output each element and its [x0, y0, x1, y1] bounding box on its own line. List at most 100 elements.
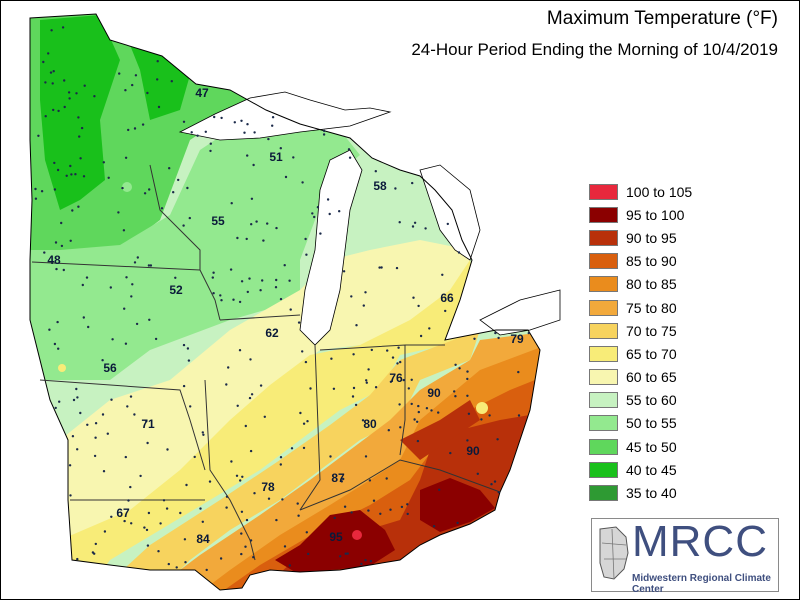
station-dot	[322, 133, 326, 136]
legend-swatch	[589, 183, 618, 200]
station-dot	[94, 422, 98, 425]
station-dot	[466, 394, 469, 397]
value-label: 78	[261, 480, 275, 494]
station-dot	[124, 342, 128, 345]
cool-spot	[476, 402, 488, 414]
station-dot	[517, 370, 520, 374]
value-label: 48	[47, 253, 61, 267]
station-dot	[406, 512, 409, 516]
station-dot	[230, 460, 233, 463]
station-dot	[329, 455, 332, 458]
station-dot	[240, 532, 243, 535]
station-dot	[157, 550, 160, 553]
legend: 100 to 105 95 to 100 90 to 95 85 to 90 80 to…	[589, 180, 692, 505]
station-dot	[86, 423, 89, 426]
station-dot	[229, 268, 233, 271]
station-dot	[174, 276, 177, 279]
station-dot	[241, 475, 244, 478]
station-dot	[212, 271, 215, 274]
station-dot	[253, 492, 256, 495]
station-dot	[143, 192, 147, 195]
station-dot	[305, 253, 308, 256]
legend-item: 45 to 50	[589, 435, 692, 458]
station-dot	[517, 414, 521, 417]
value-label: 55	[211, 214, 225, 228]
station-dot	[57, 109, 60, 113]
station-dot	[378, 266, 381, 269]
station-dot	[53, 188, 57, 191]
station-dot	[245, 237, 248, 241]
station-dot	[304, 237, 307, 241]
station-dot	[283, 264, 286, 267]
station-dot	[93, 454, 97, 458]
station-dot	[262, 239, 265, 242]
legend-item: 100 to 105	[589, 180, 692, 203]
legend-label: 65 to 70	[626, 345, 677, 362]
station-dot	[458, 367, 461, 370]
station-dot	[94, 542, 98, 546]
station-dot	[424, 227, 427, 230]
station-dot	[69, 164, 72, 168]
station-dots	[34, 26, 530, 572]
station-dot	[131, 283, 134, 286]
station-dot	[240, 510, 244, 513]
station-dot	[141, 123, 145, 126]
station-dot	[146, 441, 149, 445]
station-dot	[56, 320, 59, 324]
station-dot	[154, 337, 158, 341]
station-dot	[175, 566, 178, 569]
station-dot	[438, 488, 441, 491]
station-dot	[292, 156, 295, 159]
value-label: 71	[141, 417, 155, 431]
legend-item: 85 to 90	[589, 250, 692, 273]
station-dot	[232, 298, 235, 301]
station-dot	[372, 499, 376, 502]
station-dot	[402, 378, 405, 382]
station-dot	[428, 327, 431, 330]
station-dot	[267, 137, 270, 141]
station-dot	[83, 84, 86, 87]
value-label: 56	[103, 361, 117, 375]
zone-65-70	[40, 260, 480, 590]
station-dot	[75, 387, 78, 391]
value-label: 62	[265, 326, 279, 340]
station-dot	[37, 134, 40, 137]
station-dot	[290, 447, 294, 450]
station-dot	[249, 539, 253, 542]
station-dot	[238, 349, 242, 352]
station-dot	[160, 207, 164, 210]
station-dot	[42, 60, 45, 64]
station-dot	[157, 105, 161, 109]
station-dot	[271, 116, 275, 119]
station-dot	[166, 448, 169, 451]
station-dot	[103, 530, 107, 533]
station-dot	[145, 528, 149, 532]
zone-90-95-b	[400, 400, 480, 460]
station-dot	[362, 304, 365, 307]
station-dot	[274, 286, 278, 289]
station-dot	[319, 232, 322, 235]
legend-item: 75 to 80	[589, 296, 692, 319]
legend-swatch	[589, 345, 618, 362]
station-dot	[54, 241, 58, 244]
station-dot	[182, 384, 186, 388]
legend-swatch	[589, 253, 618, 270]
station-dot	[299, 411, 302, 415]
station-dot	[259, 384, 263, 387]
station-dot	[186, 347, 190, 350]
station-dot	[374, 386, 378, 389]
station-dot	[188, 216, 191, 220]
station-dot	[63, 105, 66, 109]
station-dot	[182, 343, 186, 347]
station-dot	[156, 78, 159, 81]
station-dot	[43, 251, 46, 254]
legend-label: 45 to 50	[626, 438, 677, 455]
legend-swatch	[589, 392, 618, 409]
station-dot	[360, 562, 363, 566]
station-dot	[279, 297, 283, 301]
station-dot	[255, 220, 258, 223]
station-dot	[323, 129, 326, 133]
station-dot	[62, 79, 66, 82]
station-dot	[129, 485, 132, 489]
legend-label: 55 to 60	[626, 392, 677, 409]
